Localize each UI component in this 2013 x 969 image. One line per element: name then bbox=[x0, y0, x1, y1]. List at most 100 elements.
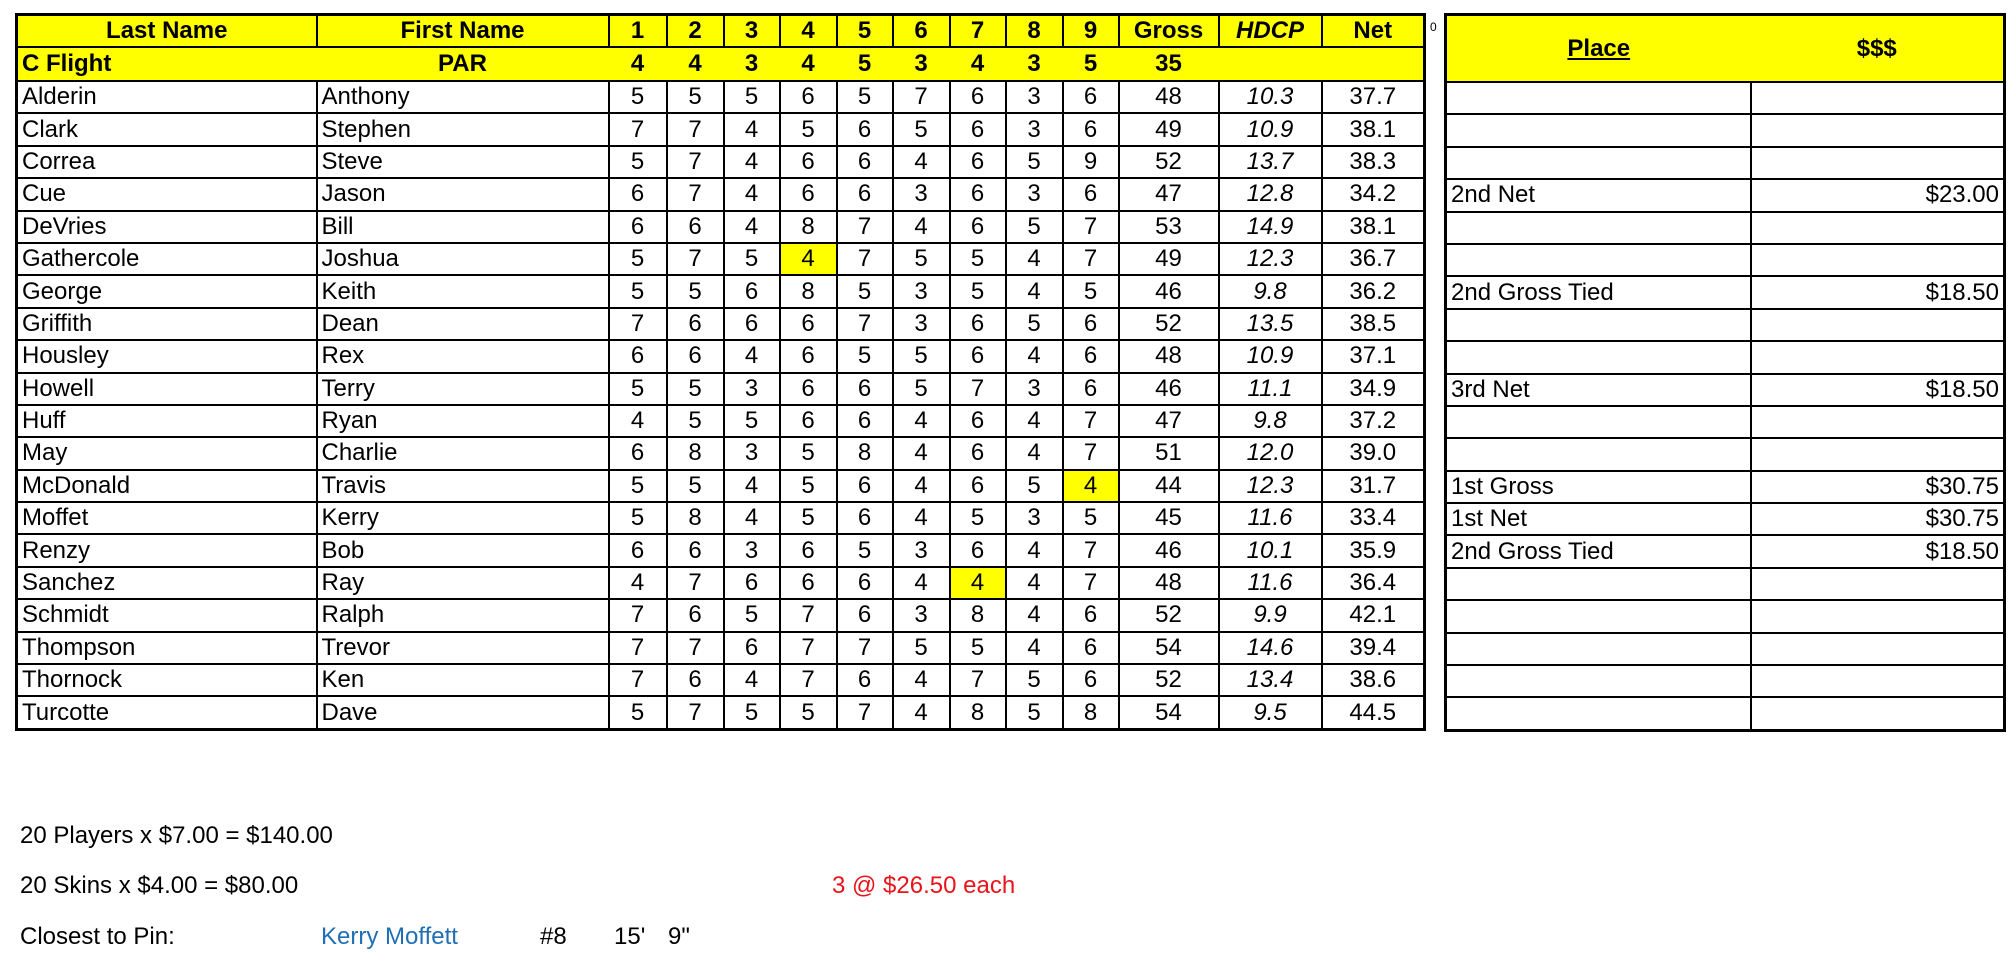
par-hole: 5 bbox=[836, 46, 893, 82]
hole-score-cell: 6 bbox=[607, 533, 668, 568]
payout-row bbox=[1444, 437, 2006, 472]
hole-score-cell: 6 bbox=[948, 436, 1007, 471]
hole-score-cell: 7 bbox=[1061, 436, 1120, 471]
net-cell: 39.4 bbox=[1320, 630, 1426, 666]
place-cell bbox=[1444, 307, 1752, 343]
hole-score-cell: 5 bbox=[778, 112, 838, 147]
gross-cell: 48 bbox=[1117, 339, 1220, 374]
scores-table: Last Name First Name 1 2 3 4 5 6 7 8 9 G… bbox=[15, 13, 1426, 731]
hole-score-cell: 7 bbox=[1061, 403, 1120, 439]
hole-score-cell: 6 bbox=[948, 144, 1007, 180]
player-row: Turcotte Dave 5 7 5 5 7 4 8 5 8 54 9.5 44.5 bbox=[15, 695, 1426, 731]
payout-row bbox=[1444, 599, 2006, 634]
player-row: Huff Ryan 4 5 5 6 6 4 6 4 7 47 9.8 37.2 bbox=[15, 403, 1426, 439]
first-name-cell: Rex bbox=[315, 339, 610, 374]
hole-score-cell: 6 bbox=[607, 209, 668, 244]
player-row: Schmidt Ralph 7 6 5 7 6 3 8 4 6 52 9.9 42.1 bbox=[15, 598, 1426, 633]
hole-score-cell: 4 bbox=[891, 144, 951, 180]
first-name-cell: Joshua bbox=[315, 241, 610, 277]
player-row: Gathercole Joshua 5 7 5 4 7 5 5 4 7 49 12.3 36.7 bbox=[15, 241, 1426, 277]
hole-score-cell: 3 bbox=[891, 306, 951, 342]
header-hole: 7 bbox=[948, 13, 1007, 48]
hole-score-cell: 5 bbox=[835, 533, 894, 568]
hole-score-cell: 6 bbox=[607, 436, 668, 471]
hole-score-cell: 4 bbox=[722, 177, 781, 212]
header-first-name: First Name bbox=[315, 13, 610, 48]
hole-score-cell: 5 bbox=[778, 695, 838, 731]
net-cell: 34.9 bbox=[1320, 371, 1426, 406]
hole-score-cell: 5 bbox=[665, 79, 725, 115]
hdcp-cell: 10.9 bbox=[1217, 339, 1323, 374]
hole-score-cell: 7 bbox=[1061, 533, 1120, 568]
hdcp-cell: 12.3 bbox=[1217, 468, 1323, 504]
par-hole: 3 bbox=[1005, 46, 1063, 82]
hole-score-cell: 3 bbox=[891, 177, 951, 212]
hole-score-cell: 6 bbox=[1061, 112, 1120, 147]
hole-score-cell: 5 bbox=[948, 274, 1007, 309]
player-row: Thompson Trevor 7 7 6 7 7 5 5 4 6 54 14.6 39.4 bbox=[15, 630, 1426, 666]
amount-cell bbox=[1749, 599, 2006, 634]
hole-score-cell: 6 bbox=[665, 209, 725, 244]
place-cell: 3rd Net bbox=[1444, 372, 1752, 407]
place-cell bbox=[1444, 631, 1752, 667]
net-cell: 38.3 bbox=[1320, 144, 1426, 180]
hole-score-cell: 5 bbox=[778, 501, 838, 536]
hole-score-cell: 8 bbox=[778, 209, 838, 244]
hole-score-cell: 4 bbox=[722, 144, 781, 180]
par-hole: 4 bbox=[666, 46, 724, 82]
place-cell bbox=[1444, 404, 1752, 440]
first-name-cell: Ryan bbox=[315, 403, 610, 439]
payout-row bbox=[1444, 664, 2006, 699]
hole-score-cell: 5 bbox=[665, 274, 725, 309]
first-name-cell: Jason bbox=[315, 177, 610, 212]
last-name-cell: May bbox=[15, 436, 318, 471]
first-name-cell: Ken bbox=[315, 663, 610, 698]
hole-score-cell: 4 bbox=[891, 468, 951, 504]
hole-score-cell: 8 bbox=[1061, 695, 1120, 731]
hole-score-cell: 5 bbox=[607, 695, 668, 731]
place-cell bbox=[1444, 437, 1752, 472]
hole-score-cell: 7 bbox=[778, 630, 838, 666]
hole-score-cell: 6 bbox=[948, 403, 1007, 439]
hole-score-cell: 5 bbox=[1004, 663, 1064, 698]
hole-score-cell: 6 bbox=[665, 663, 725, 698]
hole-score-cell: 6 bbox=[835, 403, 894, 439]
par-row: C Flight PAR 4 4 3 4 5 3 4 3 5 35 bbox=[16, 46, 1425, 82]
place-cell bbox=[1444, 145, 1752, 181]
hole-score-cell: 6 bbox=[778, 306, 838, 342]
hole-score-cell: 6 bbox=[1061, 663, 1120, 698]
header-hole: 2 bbox=[665, 13, 725, 48]
first-name-cell: Bill bbox=[315, 209, 610, 244]
last-name-cell: Clark bbox=[15, 112, 318, 147]
hole-score-cell: 4 bbox=[1004, 565, 1064, 601]
hole-score-cell: 5 bbox=[665, 403, 725, 439]
last-name-cell: Howell bbox=[15, 371, 318, 406]
skins-total: 20 Skins x $4.00 = $80.00 bbox=[20, 872, 299, 899]
player-row: Alderin Anthony 5 5 5 6 5 7 6 3 6 48 10.3 37.7 bbox=[15, 79, 1426, 115]
gross-cell: 52 bbox=[1117, 144, 1220, 180]
net-cell: 37.2 bbox=[1320, 403, 1426, 439]
amount-cell bbox=[1749, 404, 2006, 440]
net-cell: 36.4 bbox=[1320, 565, 1426, 601]
payout-row: 2nd Gross Tied $18.50 bbox=[1444, 275, 2006, 310]
ctp-name: Kerry Moffett bbox=[321, 923, 458, 950]
payout-table: Place $$$ 2nd Net $23.00 2nd Gross Tied $18… bbox=[1444, 13, 2006, 732]
hole-score-cell: 5 bbox=[948, 501, 1007, 536]
hole-score-cell: 5 bbox=[891, 241, 951, 277]
hole-score-cell: 5 bbox=[607, 144, 668, 180]
hole-score-cell: 6 bbox=[607, 339, 668, 374]
last-name-cell: Moffet bbox=[15, 501, 318, 536]
hole-score-cell: 5 bbox=[835, 79, 894, 115]
hdcp-cell: 10.9 bbox=[1217, 112, 1323, 147]
player-row: Clark Stephen 7 7 4 5 6 5 6 3 6 49 10.9 38.1 bbox=[15, 112, 1426, 147]
hole-score-cell: 4 bbox=[1004, 403, 1064, 439]
player-row: DeVries Bill 6 6 4 8 7 4 6 5 7 53 14.9 38.1 bbox=[15, 209, 1426, 244]
par-label: PAR bbox=[316, 46, 609, 82]
amount-cell: $18.50 bbox=[1749, 372, 2006, 407]
last-name-cell: Sanchez bbox=[15, 565, 318, 601]
first-name-cell: Kerry bbox=[315, 501, 610, 536]
hdcp-cell: 12.0 bbox=[1217, 436, 1323, 471]
hole-score-cell: 5 bbox=[1061, 501, 1120, 536]
hole-score-cell: 5 bbox=[1004, 209, 1064, 244]
hdcp-cell: 10.3 bbox=[1217, 79, 1323, 115]
